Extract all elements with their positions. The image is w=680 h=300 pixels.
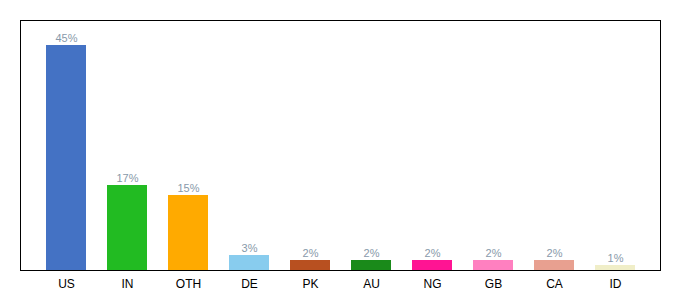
svg-text:17%: 17% [116, 172, 138, 184]
svg-text:2%: 2% [425, 247, 441, 259]
svg-text:NG: NG [424, 277, 442, 291]
svg-text:2%: 2% [547, 247, 563, 259]
svg-text:2%: 2% [303, 247, 319, 259]
svg-text:CA: CA [546, 277, 563, 291]
svg-text:GB: GB [485, 277, 502, 291]
svg-text:ID: ID [610, 277, 622, 291]
svg-text:45%: 45% [55, 32, 77, 44]
svg-text:OTH: OTH [176, 277, 201, 291]
svg-text:1%: 1% [608, 252, 624, 264]
svg-text:IN: IN [122, 277, 134, 291]
svg-text:AU: AU [363, 277, 380, 291]
svg-text:PK: PK [302, 277, 318, 291]
svg-text:15%: 15% [177, 182, 199, 194]
svg-text:2%: 2% [486, 247, 502, 259]
svg-text:DE: DE [241, 277, 258, 291]
svg-text:US: US [58, 277, 75, 291]
svg-text:2%: 2% [364, 247, 380, 259]
svg-text:3%: 3% [242, 242, 258, 254]
